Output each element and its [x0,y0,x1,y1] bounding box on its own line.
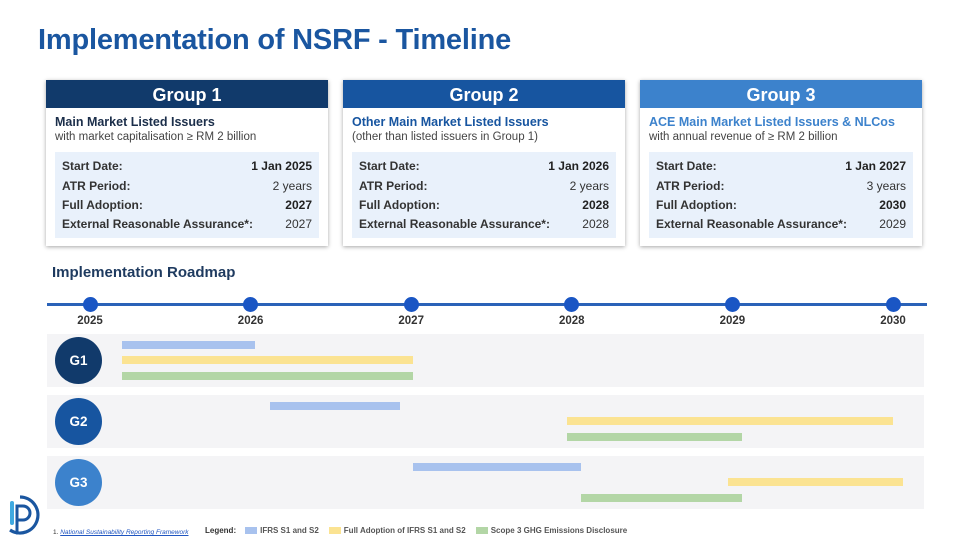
timeline-dot-2025 [82,297,98,312]
group-header: Group 2 [343,80,625,108]
footnote-number: 1. [53,529,59,536]
start-date-label: Start Date: [656,159,717,173]
atr-period-label: ATR Period: [656,178,725,193]
atr-period-value: 2 years [569,178,609,193]
assurance-label: External Reasonable Assurance*: [62,216,253,231]
group-card-1: Group 1 Main Market Listed Issuers with … [46,80,328,246]
timeline-dot-2029 [724,297,740,312]
footnote: 1. National Sustainability Reporting Fra… [53,529,189,536]
atr-period-value: 2 years [272,178,312,193]
full-adoption-value: 2030 [879,198,906,212]
year-label-2027: 2027 [398,315,424,327]
legend-item-ifrs: IFRS S1 and S2 [245,526,319,535]
timeline-dot-2028 [564,297,580,312]
legend-swatch [245,527,258,534]
year-label-2025: 2025 [77,315,103,327]
legend-label: Scope 3 GHG Emissions Disclosure [490,526,628,535]
legend-label: Full Adoption of IFRS S1 and S2 [343,526,466,535]
roadmap-bar-g3-full [727,478,903,486]
legend-swatch [475,527,488,534]
year-label-2029: 2029 [719,315,746,327]
full-adoption-value: 2028 [582,198,609,212]
assurance-value: 2027 [285,216,312,231]
group-card-3: Group 3 ACE Main Market Listed Issuers &… [640,80,922,246]
roadmap-bar-g1-full [122,356,413,364]
lane-badge-g3: G3 [55,459,102,506]
atr-period-label: ATR Period: [62,178,131,193]
group-details: Start Date: 1 Jan 2027 ATR Period: 3 years… [649,152,913,238]
page-title: Implementation of NSRF - Timeline [38,24,512,56]
roadmap-bar-g2-full [566,417,893,425]
start-date-label: Start Date: [359,159,420,173]
atr-period-value: 3 years [866,178,906,193]
year-label-2026: 2026 [237,315,264,327]
year-label-2028: 2028 [559,315,585,327]
assurance-label: External Reasonable Assurance*: [359,216,550,231]
group-header: Group 3 [640,80,922,108]
legend-swatch [328,527,341,534]
full-adoption-label: Full Adoption: [359,198,440,212]
lane-badge-g1: G1 [55,337,102,384]
timeline-axis [47,303,927,306]
lane-badge-g2: G2 [55,398,102,445]
legend: Legend: IFRS S1 and S2 Full Adoption of … [205,526,637,535]
roadmap-bar-g2-ifrs [269,402,400,410]
start-date-value: 1 Jan 2025 [251,159,312,173]
assurance-label: External Reasonable Assurance*: [656,216,847,231]
legend-item-ghg: Scope 3 GHG Emissions Disclosure [475,526,628,535]
group-details: Start Date: 1 Jan 2026 ATR Period: 2 years… [352,152,616,238]
group-subtitle: with annual revenue of ≥ RM 2 billion [649,131,838,143]
timeline-dot-2027 [403,297,419,312]
legend-title: Legend: [205,526,237,535]
year-label-2030: 2030 [880,315,906,327]
legend-label: IFRS S1 and S2 [260,526,319,535]
group-title: ACE Main Market Listed Issuers & NLCos [649,115,895,129]
full-adoption-value: 2027 [285,198,312,212]
timeline-dot-2030 [885,297,901,312]
roadmap-bar-g2-ghg [566,433,743,441]
start-date-value: 1 Jan 2027 [845,159,906,173]
legend-item-full-adoption: Full Adoption of IFRS S1 and S2 [328,526,466,535]
group-title: Main Market Listed Issuers [55,115,215,129]
group-details: Start Date: 1 Jan 2025 ATR Period: 2 years… [55,152,319,238]
full-adoption-label: Full Adoption: [656,198,737,212]
footnote-link[interactable]: National Sustainability Reporting Framew… [60,529,189,536]
roadmap-bar-g3-ghg [581,494,743,502]
roadmap-bar-g1-ifrs [122,341,256,349]
start-date-label: Start Date: [62,159,123,173]
assurance-value: 2028 [582,216,609,231]
start-date-value: 1 Jan 2026 [548,159,609,173]
group-title: Other Main Market Listed Issuers [352,115,549,129]
group-subtitle: (other than listed issuers in Group 1) [352,131,539,143]
roadmap-title: Implementation Roadmap [52,264,236,281]
group-header: Group 1 [46,80,328,108]
logo-icon [9,495,40,535]
atr-period-label: ATR Period: [359,178,428,193]
assurance-value: 2029 [879,216,906,231]
roadmap-bar-g3-ifrs [412,463,582,471]
timeline-dot-2026 [243,297,259,312]
group-subtitle: with market capitalisation ≥ RM 2 billio… [55,131,257,143]
roadmap-bar-g1-ghg [122,372,413,380]
group-card-2: Group 2 Other Main Market Listed Issuers… [343,80,625,246]
full-adoption-label: Full Adoption: [62,198,143,212]
